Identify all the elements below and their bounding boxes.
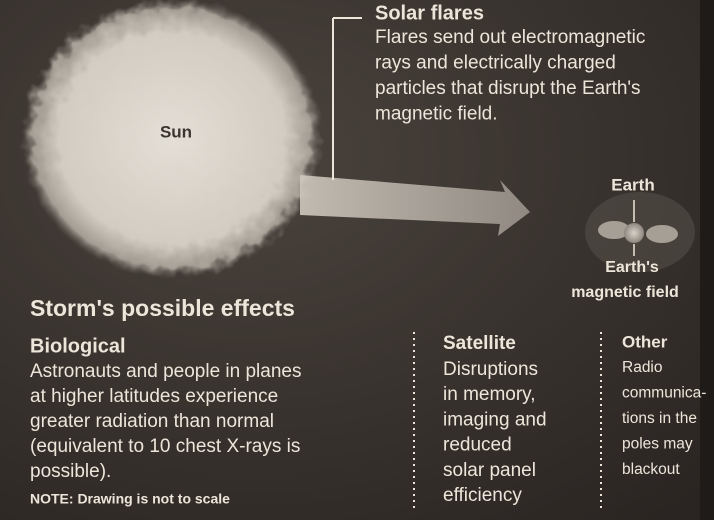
text-line: Radio [622,359,663,376]
field-label: magnetic field [571,284,679,301]
text-line: imaging and [443,409,547,430]
text-line: magnetic field. [375,104,498,125]
text-line: solar panel [443,460,536,481]
sun-label: Sun [160,122,192,141]
text-line: in memory, [443,384,536,405]
text-line: (equivalent to 10 chest X-rays is [30,436,300,457]
earth [624,223,644,243]
infographic: Sun Solar flares Earth Earth's magnetic … [0,0,714,520]
text-line: at higher latitudes experience [30,386,278,407]
section-title: Satellite [443,333,516,354]
text-line: rays and electrically charged [375,53,616,74]
note: NOTE: Drawing is not to scale [30,491,230,507]
text-line: possible). [30,461,111,482]
flares-title: Solar flares [375,2,484,24]
text-line: tions in the [622,410,697,427]
text-line: greater radiation than normal [30,411,274,432]
text-line: Flares send out electromagnetic [375,27,645,48]
text-line: blackout [622,461,680,478]
effects-title: Storm's possible effects [30,295,295,321]
text-line: Astronauts and people in planes [30,361,301,382]
text-line: poles may [622,436,693,453]
text-line: Disruptions [443,359,538,380]
text-line: communica- [622,385,706,402]
field-lobe [646,225,678,243]
earth-label: Earth [611,175,654,194]
edge [700,0,714,520]
field-label: Earth's [605,259,659,276]
section-title: Biological [30,335,126,357]
text-line: particles that disrupt the Earth's [375,78,641,99]
text-line: efficiency [443,485,522,506]
section-title: Other [622,332,668,351]
text-line: reduced [443,435,512,456]
